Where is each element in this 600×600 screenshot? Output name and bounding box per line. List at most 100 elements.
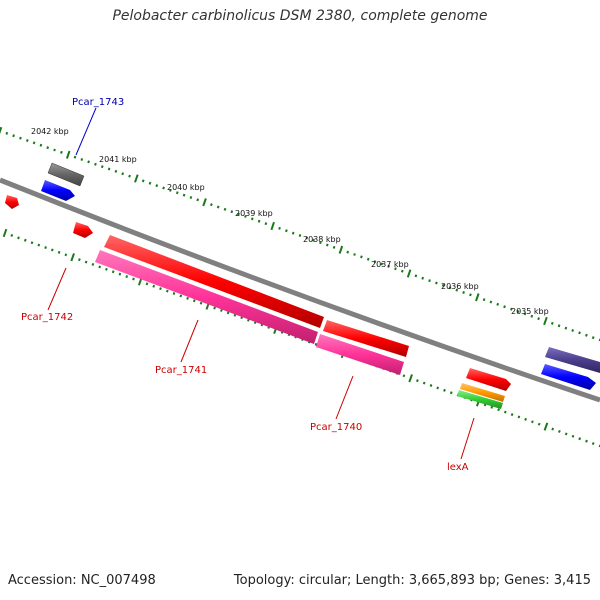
upper-scale-minor-tick bbox=[19, 136, 22, 140]
upper-scale-minor-tick bbox=[441, 283, 445, 287]
lower-scale-minor-tick bbox=[578, 437, 582, 441]
lower-scale-minor-tick bbox=[571, 434, 575, 438]
scale-label-2037: 2037 kbp bbox=[371, 260, 409, 269]
lower-scale-minor-tick bbox=[152, 284, 156, 288]
gene-label-lexa[interactable]: lexA bbox=[447, 462, 469, 473]
scale-ticks-upper bbox=[0, 126, 600, 342]
lower-scale-minor-tick bbox=[159, 287, 162, 291]
map-title: Pelobacter carbinolicus DSM 2380, comple… bbox=[112, 8, 488, 24]
upper-scale-minor-tick bbox=[510, 307, 513, 311]
upper-scale-minor-tick bbox=[107, 167, 111, 171]
gene-feature-red-lexa[interactable] bbox=[466, 368, 511, 391]
lower-scale-minor-tick bbox=[585, 439, 588, 443]
upper-scale-minor-tick bbox=[332, 245, 336, 249]
lower-scale-minor-tick bbox=[98, 265, 102, 269]
upper-scale-minor-tick bbox=[80, 158, 84, 161]
upper-scale-minor-tick bbox=[148, 181, 152, 185]
leader-pcar-1743 bbox=[75, 107, 97, 156]
genome-backbone bbox=[0, 177, 600, 403]
features-forward bbox=[41, 162, 600, 390]
accession-label: Accession: NC_007498 bbox=[8, 573, 156, 588]
lower-scale-minor-tick bbox=[105, 267, 108, 271]
upper-scale-minor-tick bbox=[60, 150, 63, 154]
gene-label-pcar-1742[interactable]: Pcar_1742 bbox=[21, 312, 73, 323]
gene-feature-pink-mid[interactable] bbox=[316, 334, 404, 375]
upper-scale-minor-tick bbox=[169, 188, 172, 192]
upper-scale-minor-tick bbox=[360, 255, 363, 259]
lower-scale-minor-tick bbox=[436, 386, 440, 390]
scale-label-2042: 2042 kbp bbox=[31, 127, 69, 136]
upper-scale-minor-tick bbox=[455, 288, 459, 292]
upper-scale-minor-tick bbox=[414, 274, 418, 278]
lower-scale-minor-tick bbox=[429, 384, 433, 387]
gene-feature-pink-long[interactable] bbox=[95, 250, 318, 344]
lower-scale-minor-tick bbox=[125, 275, 129, 279]
upper-scale-minor-tick bbox=[182, 193, 186, 197]
upper-scale-minor-tick bbox=[325, 243, 329, 247]
upper-scale-minor-tick bbox=[298, 234, 302, 237]
topology-label: Topology: circular; Length: 3,665,893 bp… bbox=[233, 573, 591, 588]
upper-scale-minor-tick bbox=[448, 286, 452, 290]
upper-scale-minor-tick bbox=[230, 210, 234, 214]
scale-label-2035: 2035 kbp bbox=[511, 307, 549, 316]
lower-scale-minor-tick bbox=[132, 277, 135, 281]
upper-scale-minor-tick bbox=[32, 141, 36, 145]
lower-scale-minor-tick bbox=[30, 241, 34, 245]
upper-scale-minor-tick bbox=[264, 222, 268, 226]
lower-scale-minor-tick bbox=[443, 388, 446, 392]
gene-feature-red-long[interactable] bbox=[104, 235, 324, 328]
gene-feature-purple[interactable] bbox=[545, 347, 600, 373]
upper-scale-minor-tick bbox=[373, 260, 377, 264]
lower-scale-minor-tick bbox=[449, 391, 453, 395]
lower-scale-minor-tick bbox=[44, 246, 47, 250]
gene-feature-red-small-1[interactable] bbox=[5, 195, 19, 209]
gene-feature-red-mid[interactable] bbox=[323, 320, 409, 357]
lower-scale-minor-tick bbox=[23, 238, 27, 242]
lower-scale-minor-tick bbox=[497, 408, 500, 412]
lower-scale-major-tick bbox=[2, 228, 8, 238]
upper-scale-minor-tick bbox=[346, 250, 350, 254]
gene-feature-grey[interactable] bbox=[47, 162, 85, 187]
upper-scale-minor-tick bbox=[469, 293, 472, 297]
lower-scale-minor-tick bbox=[118, 272, 122, 276]
upper-scale-major-tick bbox=[338, 245, 344, 254]
scale-label-2041: 2041 kbp bbox=[99, 155, 137, 164]
upper-scale-minor-tick bbox=[12, 134, 15, 138]
scale-label-2036: 2036 kbp bbox=[441, 282, 479, 291]
upper-scale-major-tick bbox=[134, 174, 139, 183]
upper-scale-minor-tick bbox=[128, 174, 131, 178]
leader-pcar-1742 bbox=[47, 267, 67, 311]
upper-scale-minor-tick bbox=[482, 298, 486, 302]
lower-scale-minor-tick bbox=[199, 301, 203, 305]
lower-scale-minor-tick bbox=[314, 342, 318, 346]
upper-scale-minor-tick bbox=[578, 331, 581, 335]
gene-label-pcar-1741[interactable]: Pcar_1741 bbox=[155, 365, 207, 376]
lower-scale-minor-tick bbox=[524, 417, 527, 421]
gene-feature-green[interactable] bbox=[457, 390, 503, 409]
gene-feature-blue-right[interactable] bbox=[541, 364, 596, 390]
upper-scale-minor-tick bbox=[53, 148, 56, 152]
upper-scale-minor-tick bbox=[489, 300, 493, 304]
upper-scale-minor-tick bbox=[366, 257, 370, 261]
lower-scale-minor-tick bbox=[233, 313, 237, 317]
gene-feature-blue-left[interactable] bbox=[41, 180, 75, 201]
upper-scale-minor-tick bbox=[564, 326, 568, 330]
gene-feature-orange[interactable] bbox=[460, 383, 505, 402]
lower-scale-minor-tick bbox=[503, 410, 507, 414]
upper-scale-minor-tick bbox=[591, 336, 595, 340]
upper-scale-minor-tick bbox=[237, 212, 240, 216]
lower-scale-major-tick bbox=[543, 422, 549, 431]
lower-scale-minor-tick bbox=[220, 308, 223, 312]
gene-feature-red-small-2[interactable] bbox=[73, 222, 93, 238]
upper-scale-minor-tick bbox=[100, 165, 104, 169]
upper-scale-minor-tick bbox=[223, 207, 227, 211]
gene-label-pcar-1743[interactable]: Pcar_1743 bbox=[72, 97, 124, 108]
lower-scale-minor-tick bbox=[402, 374, 406, 378]
upper-scale-minor-tick bbox=[189, 196, 193, 199]
gene-label-pcar-1740[interactable]: Pcar_1740 bbox=[310, 422, 362, 433]
lower-scale-minor-tick bbox=[422, 381, 426, 385]
leader-pcar-1740 bbox=[335, 375, 354, 420]
upper-scale-minor-tick bbox=[114, 169, 118, 173]
